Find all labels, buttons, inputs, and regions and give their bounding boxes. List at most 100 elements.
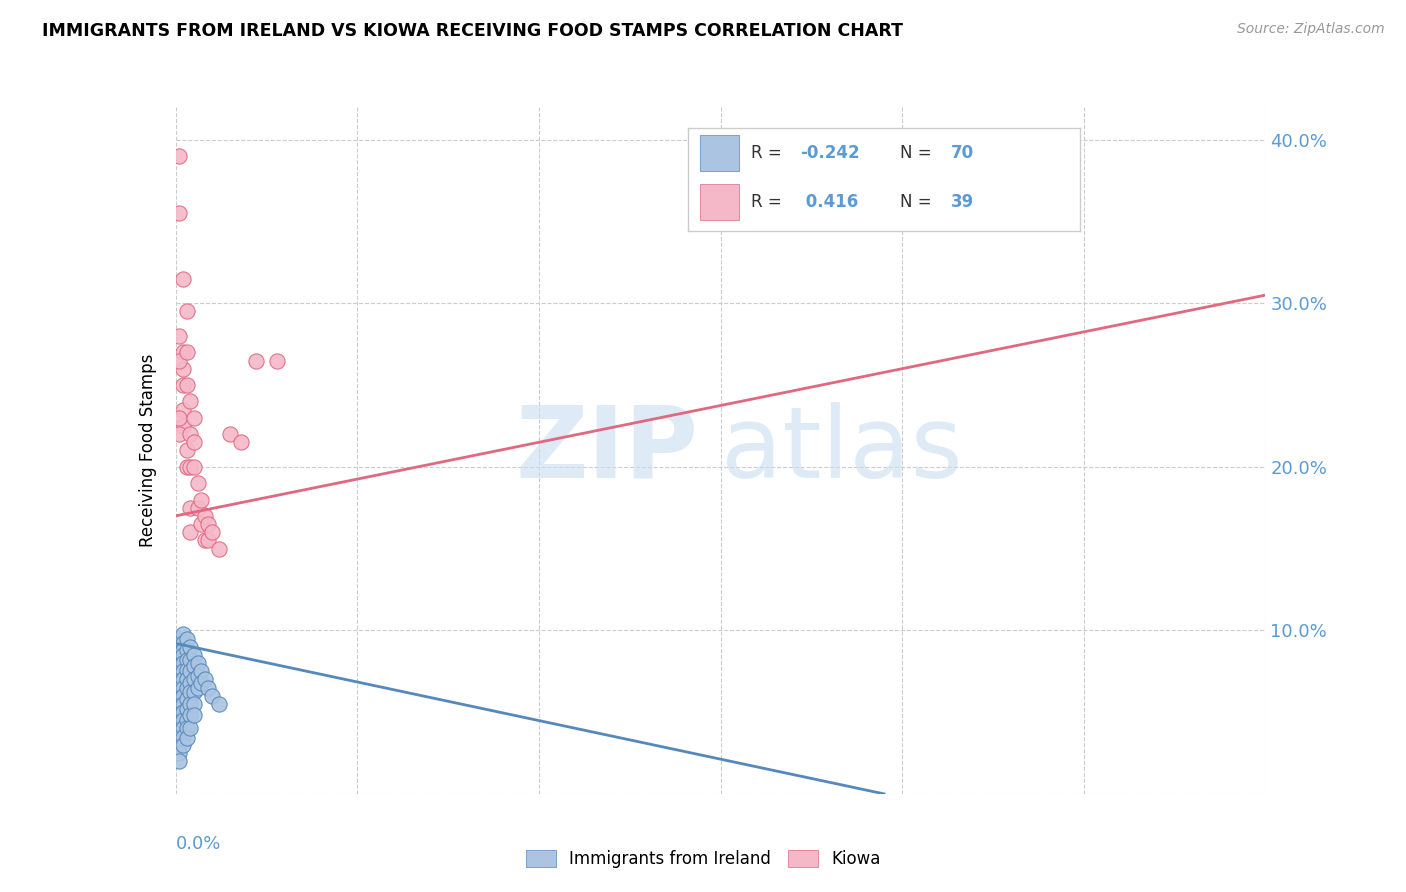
Point	[169, 653, 191, 667]
Point	[176, 702, 198, 716]
Point	[176, 714, 198, 728]
Point	[179, 640, 201, 654]
Point	[169, 675, 191, 690]
Point	[176, 692, 198, 706]
Point	[179, 525, 201, 540]
Point	[172, 714, 194, 728]
Point	[190, 675, 212, 690]
Point	[194, 508, 217, 523]
Point	[176, 653, 198, 667]
Point	[179, 675, 201, 690]
Point	[172, 271, 194, 285]
Point	[179, 697, 201, 711]
Point	[169, 206, 191, 220]
Point	[172, 689, 194, 703]
Point	[186, 476, 209, 491]
Point	[169, 708, 191, 723]
Point	[169, 659, 191, 673]
Point	[172, 402, 194, 417]
Point	[176, 345, 198, 359]
Point	[197, 516, 219, 531]
Point	[169, 746, 191, 760]
Point	[179, 394, 201, 409]
Point	[208, 541, 231, 556]
Point	[208, 697, 231, 711]
Point	[179, 427, 201, 442]
Point	[172, 673, 194, 687]
Point	[172, 648, 194, 662]
Point	[172, 738, 194, 752]
Point	[179, 722, 201, 736]
Point	[183, 459, 205, 474]
Point	[183, 708, 205, 723]
Point	[231, 435, 253, 450]
Point	[169, 329, 191, 343]
Point	[183, 435, 205, 450]
Point	[176, 443, 198, 458]
Point	[172, 681, 194, 695]
Point	[176, 378, 198, 392]
Point	[176, 643, 198, 657]
Point	[201, 689, 224, 703]
Point	[172, 705, 194, 719]
Point	[190, 516, 212, 531]
Point	[186, 500, 209, 515]
Point	[169, 669, 191, 683]
Point	[169, 689, 191, 703]
Point	[169, 692, 191, 706]
Point	[172, 626, 194, 640]
Point	[183, 659, 205, 673]
Point	[169, 738, 191, 752]
Point	[176, 663, 198, 677]
Text: ZIP: ZIP	[516, 402, 699, 499]
Point	[169, 681, 191, 695]
Point	[179, 664, 201, 679]
Text: IMMIGRANTS FROM IRELAND VS KIOWA RECEIVING FOOD STAMPS CORRELATION CHART: IMMIGRANTS FROM IRELAND VS KIOWA RECEIVI…	[42, 22, 903, 40]
Legend: Immigrants from Ireland, Kiowa: Immigrants from Ireland, Kiowa	[519, 843, 887, 875]
Point	[169, 149, 191, 163]
Point	[245, 353, 267, 368]
Point	[179, 708, 201, 723]
Text: 0.0%: 0.0%	[176, 835, 221, 853]
Point	[172, 664, 194, 679]
Point	[179, 500, 201, 515]
Point	[186, 656, 209, 670]
Point	[194, 533, 217, 548]
Point	[172, 697, 194, 711]
Point	[186, 669, 209, 683]
Point	[169, 702, 191, 716]
Point	[183, 410, 205, 425]
Point	[266, 353, 288, 368]
Point	[197, 533, 219, 548]
Point	[176, 722, 198, 736]
Point	[197, 681, 219, 695]
Point	[176, 673, 198, 687]
Point	[183, 673, 205, 687]
Point	[172, 345, 194, 359]
Point	[172, 636, 194, 650]
Point	[183, 648, 205, 662]
Point	[169, 664, 191, 679]
Point	[172, 730, 194, 744]
Point	[172, 378, 194, 392]
Point	[176, 459, 198, 474]
Point	[176, 681, 198, 695]
Point	[169, 632, 191, 646]
Point	[190, 492, 212, 507]
Y-axis label: Receiving Food Stamps: Receiving Food Stamps	[139, 354, 157, 547]
Point	[169, 730, 191, 744]
Point	[169, 754, 191, 768]
Point	[169, 714, 191, 728]
Point	[172, 361, 194, 376]
Point	[172, 656, 194, 670]
Point	[201, 525, 224, 540]
Text: atlas: atlas	[721, 402, 962, 499]
Point	[176, 731, 198, 746]
Point	[176, 632, 198, 646]
Point	[169, 427, 191, 442]
Point	[179, 459, 201, 474]
Point	[172, 418, 194, 433]
Point	[176, 304, 198, 318]
Point	[169, 697, 191, 711]
Point	[172, 643, 194, 657]
